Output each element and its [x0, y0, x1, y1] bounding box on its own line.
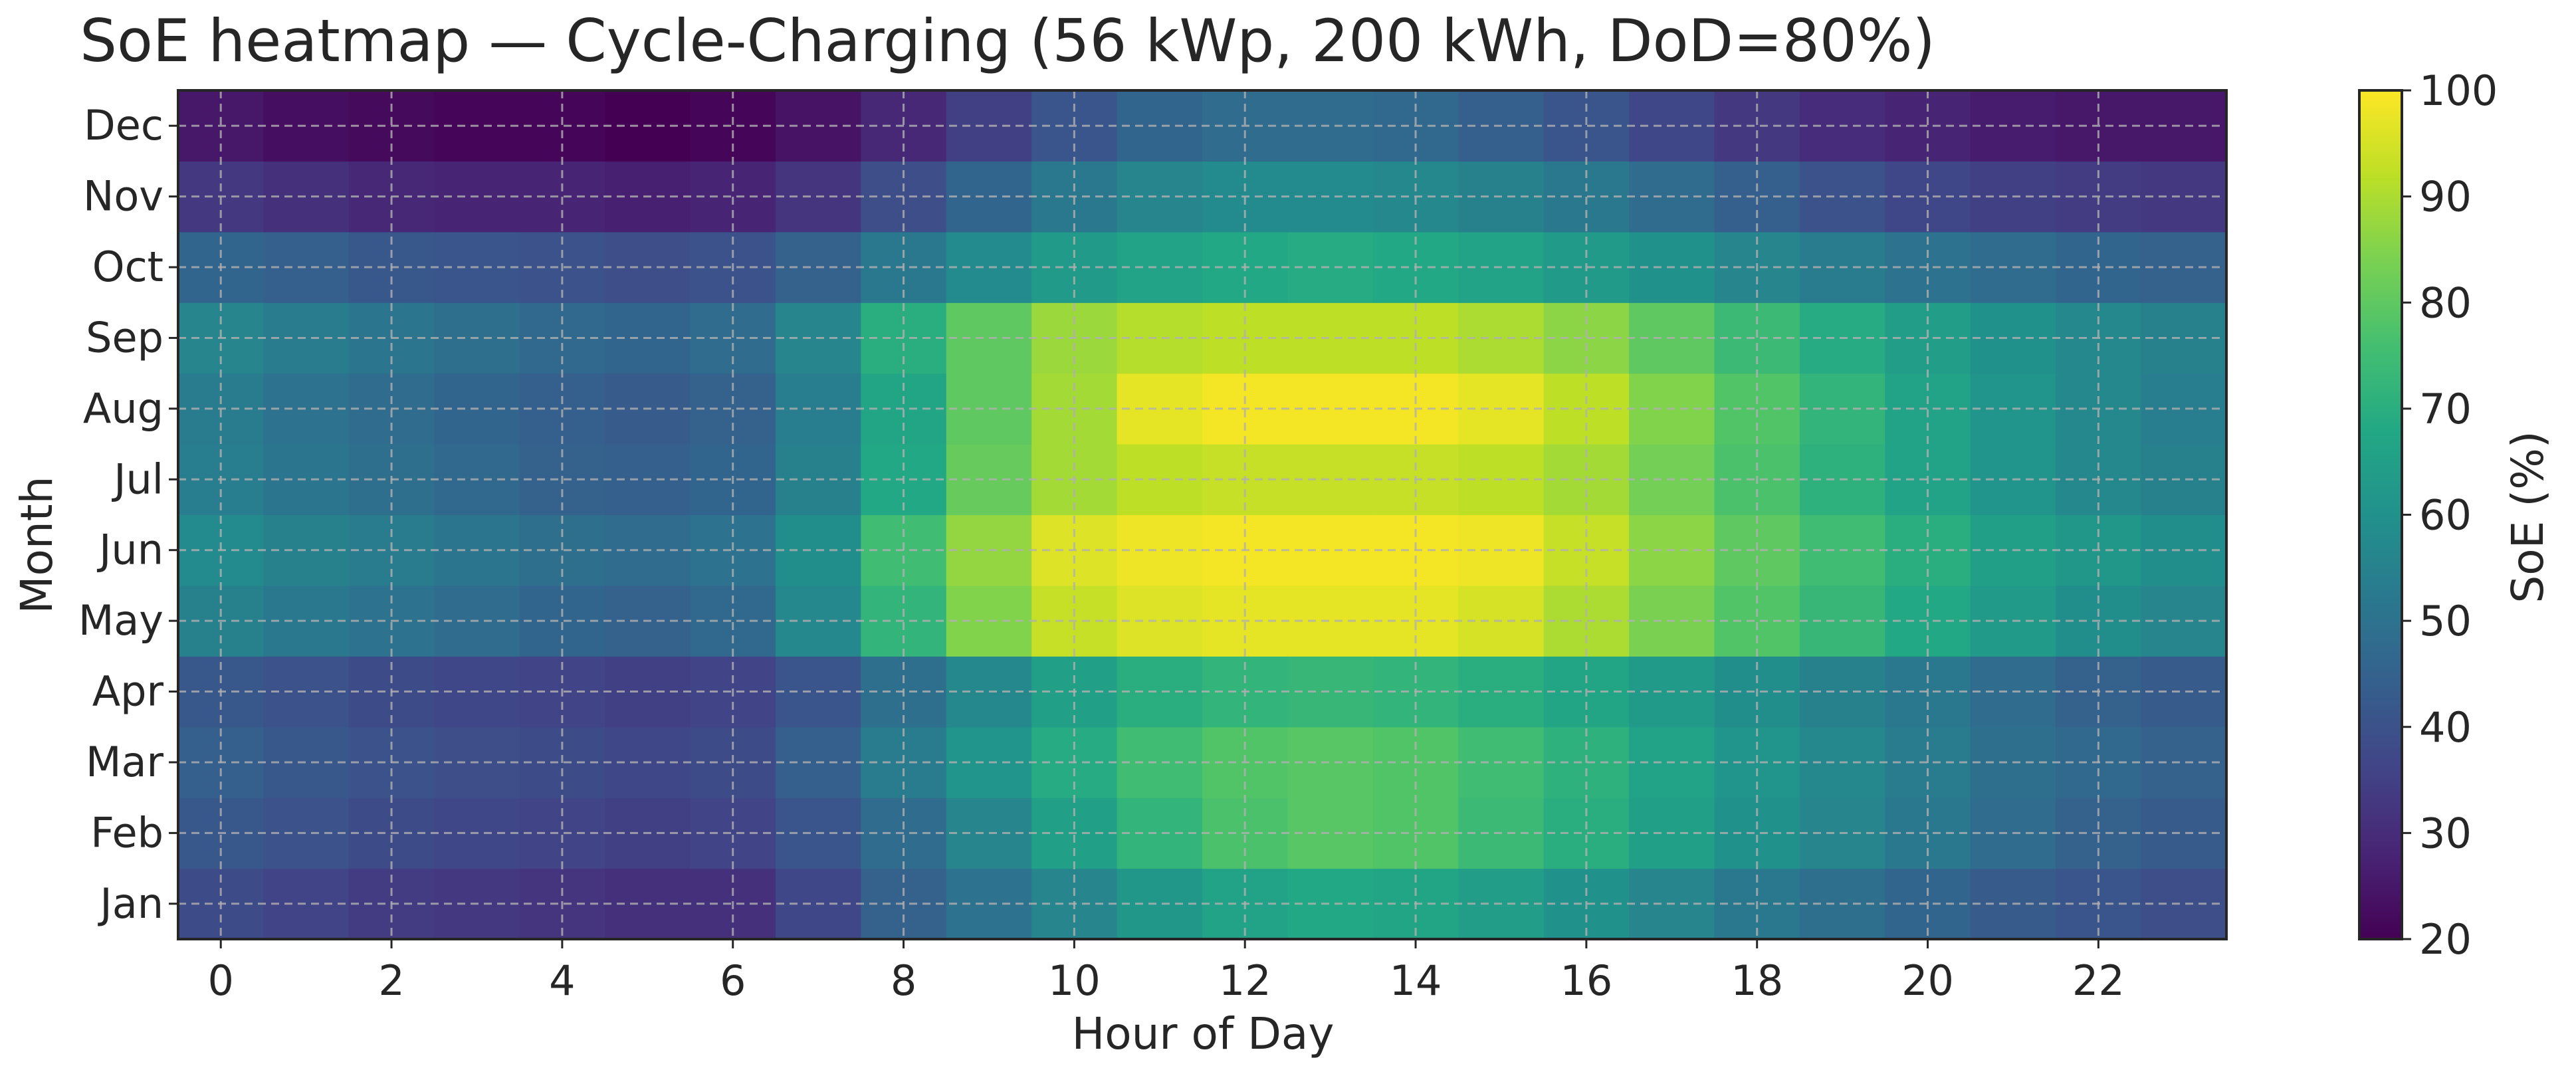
- heatmap-cells: [178, 90, 2227, 940]
- y-tick-label-aug: Aug: [83, 384, 163, 433]
- y-tick-label-nov: Nov: [83, 172, 163, 221]
- plot-frame: [177, 89, 2228, 940]
- x-tick-label: 6: [720, 956, 746, 1005]
- x-tick-label: 12: [1219, 956, 1271, 1005]
- x-tick-label: 14: [1390, 956, 1442, 1005]
- x-tick-label: 2: [378, 956, 404, 1005]
- x-tick-label: 10: [1048, 956, 1101, 1005]
- y-tick-label-jun: Jun: [96, 526, 163, 574]
- y-tick-label-jan: Jan: [97, 879, 163, 928]
- y-tick-label-feb: Feb: [90, 808, 163, 857]
- y-tick-label-oct: Oct: [92, 243, 163, 291]
- x-tick-label: 22: [2072, 956, 2125, 1005]
- y-tick-label-mar: Mar: [86, 738, 163, 786]
- y-tick-label-may: May: [78, 596, 163, 645]
- colorbar-tick-label: 50: [2419, 597, 2472, 645]
- colorbar-tick-label: 60: [2419, 491, 2472, 540]
- x-tick-label: 4: [549, 956, 575, 1005]
- colorbar-tick-label: 70: [2419, 385, 2472, 433]
- colorbar-tick-label: 90: [2419, 173, 2472, 221]
- x-axis-ticks: 0 2 4 6 8 10 12 14 16 18 20 22: [207, 939, 2125, 1005]
- gridlines: [178, 90, 2226, 939]
- colorbar-tick-label: 100: [2419, 66, 2498, 115]
- x-axis-label: Hour of Day: [1072, 1008, 1335, 1059]
- colorbar-tick-label: 80: [2419, 278, 2472, 327]
- colorbar-label: SoE (%): [2502, 431, 2553, 603]
- x-tick-label: 0: [207, 956, 233, 1005]
- colorbar-ticks: 20 30 40 50 60 70 80 90 100: [2402, 66, 2498, 964]
- y-axis-label: Month: [11, 477, 62, 614]
- colorbar-tick-label: 40: [2419, 703, 2472, 752]
- y-tick-label-sep: Sep: [86, 313, 163, 362]
- x-tick-label: 16: [1560, 956, 1612, 1005]
- y-tick-label-jul: Jul: [111, 455, 163, 503]
- colorbar: [2359, 90, 2402, 939]
- x-tick-label: 8: [891, 956, 916, 1005]
- y-tick-label-apr: Apr: [92, 667, 164, 716]
- x-tick-label: 18: [1731, 956, 1783, 1005]
- x-tick-label: 20: [1901, 956, 1954, 1005]
- y-axis-ticks: Jan Feb Mar Apr May Jun Jul Aug Sep Oct Nov Dec: [78, 101, 178, 928]
- y-tick-label-dec: Dec: [84, 101, 163, 150]
- colorbar-tick-label: 30: [2419, 809, 2472, 857]
- colorbar-tick-label: 20: [2419, 915, 2472, 964]
- chart-title: SoE heatmap — Cycle-Charging (56 kWp, 20…: [80, 7, 1935, 75]
